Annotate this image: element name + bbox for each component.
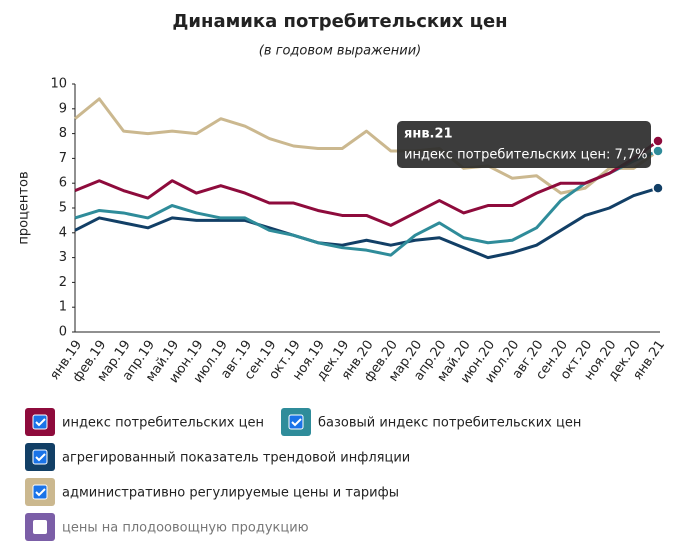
y-tick-label: 4 bbox=[59, 225, 67, 240]
series-line bbox=[74, 97, 659, 195]
legend-item[interactable]: цены на плодоовощную продукцию bbox=[25, 513, 309, 541]
legend-item[interactable]: базовый индекс потребительских цен bbox=[281, 408, 581, 436]
y-tick-label: 0 bbox=[59, 325, 67, 340]
legend-label[interactable]: агрегированный показатель трендовой инфл… bbox=[62, 451, 410, 466]
tooltip-box bbox=[397, 121, 651, 168]
y-tick-label: 5 bbox=[59, 201, 67, 216]
y-tick-label: 1 bbox=[59, 300, 67, 315]
point bbox=[652, 182, 664, 194]
y-tick-label: 7 bbox=[59, 151, 67, 166]
legend-label[interactable]: базовый индекс потребительских цен bbox=[318, 416, 581, 431]
legend-checkbox[interactable] bbox=[32, 484, 48, 500]
y-tick-label: 10 bbox=[50, 77, 67, 92]
legend-checkbox[interactable] bbox=[32, 414, 48, 430]
point bbox=[652, 145, 664, 157]
tooltip: янв.21 индекс потребительских цен: 7,7% bbox=[397, 121, 651, 168]
y-tick-label: 8 bbox=[59, 126, 67, 141]
y-axis-label: процентов bbox=[17, 171, 32, 244]
series-line bbox=[74, 186, 659, 260]
y-tick-label: 9 bbox=[59, 101, 67, 116]
chart-subtitle: (в годовом выражении) bbox=[259, 44, 421, 59]
legend-item[interactable]: индекс потребительских цен bbox=[25, 408, 264, 436]
tooltip-label: индекс потребительских цен: 7,7% bbox=[404, 148, 648, 163]
legend-item[interactable]: административно регулируемые цены и тари… bbox=[25, 478, 399, 506]
legend-check[interactable] bbox=[35, 488, 46, 497]
legend-label[interactable]: административно регулируемые цены и тари… bbox=[62, 486, 399, 501]
legend-checkbox[interactable] bbox=[33, 520, 47, 534]
tooltip-title: янв.21 bbox=[404, 127, 453, 142]
legend-check[interactable] bbox=[35, 418, 46, 427]
legend-label[interactable]: цены на плодоовощную продукцию bbox=[62, 521, 309, 536]
y-tick-label: 6 bbox=[59, 176, 67, 191]
legend-checkbox[interactable] bbox=[288, 414, 304, 430]
y-tick-label: 2 bbox=[59, 275, 67, 290]
series-line bbox=[74, 139, 659, 227]
legend-check[interactable] bbox=[291, 418, 302, 427]
series-line bbox=[74, 149, 659, 257]
legend-item[interactable]: агрегированный показатель трендовой инфл… bbox=[25, 443, 410, 471]
legend-checkbox[interactable] bbox=[32, 449, 48, 465]
y-tick-label: 3 bbox=[59, 250, 67, 265]
chart-title: Динамика потребительских цен bbox=[172, 11, 507, 32]
legend-check[interactable] bbox=[35, 453, 46, 462]
point bbox=[652, 135, 664, 147]
legend-label[interactable]: индекс потребительских цен bbox=[62, 416, 264, 431]
